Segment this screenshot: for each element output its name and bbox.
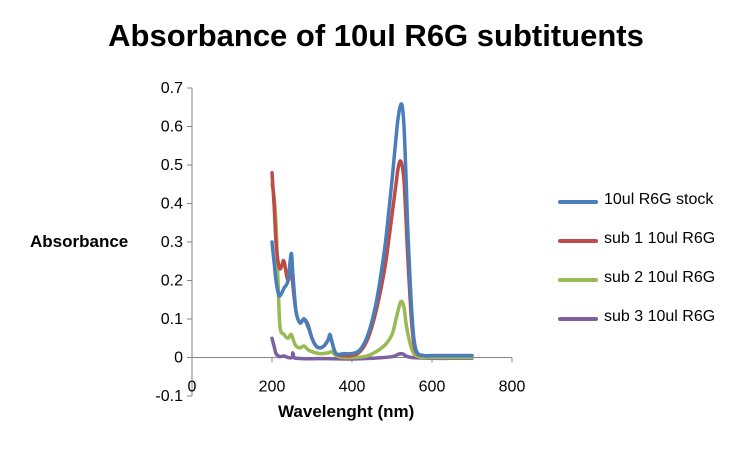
legend-item-series-2: sub 1 10ul R6G bbox=[558, 227, 748, 266]
legend-swatch-series-1 bbox=[558, 200, 598, 204]
y-tick-label: 0.1 bbox=[161, 311, 183, 328]
y-tick-label: -0.1 bbox=[155, 388, 183, 405]
x-tick-label: 800 bbox=[499, 379, 526, 396]
legend: 10ul R6G stock sub 1 10ul R6G sub 2 10ul… bbox=[558, 188, 748, 344]
series-lines bbox=[270, 102, 474, 361]
x-tick-label: 600 bbox=[419, 379, 446, 396]
legend-item-series-4: sub 3 10ul R6G bbox=[558, 305, 748, 344]
legend-item-series-1: 10ul R6G stock bbox=[558, 188, 748, 227]
y-tick-label: 0 bbox=[174, 350, 183, 367]
legend-swatch-series-4 bbox=[558, 317, 598, 321]
legend-label-series-1: 10ul R6G stock bbox=[604, 191, 714, 208]
series-line-4 bbox=[270, 336, 474, 361]
series-line-1 bbox=[270, 102, 474, 358]
y-tick-label: 0.3 bbox=[161, 234, 183, 251]
legend-label-series-2: sub 1 10ul R6G bbox=[604, 230, 716, 247]
legend-label-series-3: sub 2 10ul R6G bbox=[604, 269, 716, 286]
x-tick-label: 200 bbox=[259, 379, 286, 396]
axes bbox=[187, 87, 513, 397]
y-tick-labels: 0.7 0.6 0.5 0.4 0.3 0.2 0.1 0 -0.1 bbox=[155, 80, 183, 405]
y-tick-label: 0.2 bbox=[161, 273, 183, 290]
y-tick-label: 0.7 bbox=[161, 80, 183, 97]
y-tick-label: 0.4 bbox=[161, 196, 183, 213]
legend-label-series-4: sub 3 10ul R6G bbox=[604, 308, 716, 325]
legend-swatch-series-3 bbox=[558, 278, 598, 282]
legend-item-series-3: sub 2 10ul R6G bbox=[558, 266, 748, 305]
x-tick-label: 0 bbox=[188, 379, 197, 396]
x-axis-label: Wavelenght (nm) bbox=[278, 402, 415, 421]
y-axis-label: Absorbance bbox=[30, 232, 129, 251]
chart-title: Absorbance of 10ul R6G subtituents bbox=[108, 18, 644, 53]
y-tick-label: 0.5 bbox=[161, 157, 183, 174]
x-tick-label: 400 bbox=[339, 379, 366, 396]
y-tick-label: 0.6 bbox=[161, 119, 183, 136]
legend-swatch-series-2 bbox=[558, 239, 598, 243]
x-tick-labels: 0 200 400 600 800 bbox=[188, 379, 526, 396]
